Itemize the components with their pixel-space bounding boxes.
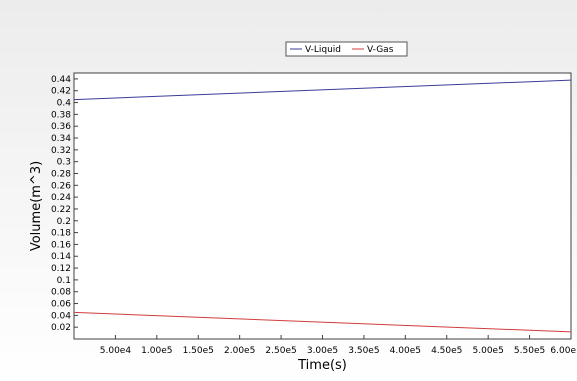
y-tick-label: 0.44 (51, 75, 71, 85)
x-tick-label: 4.50e5 (431, 346, 462, 356)
y-tick-label: 0.38 (51, 110, 71, 120)
x-tick-label: 1.00e5 (141, 346, 172, 356)
series-line-v-liquid (73, 79, 572, 101)
y-tick-label: 0.22 (51, 205, 71, 215)
x-tick-label: 6.00e (550, 346, 576, 356)
y-tick-label: 0.1 (57, 276, 71, 286)
y-tick-label: 0.02 (51, 323, 71, 333)
y-tick-label: 0.28 (51, 169, 71, 179)
x-tick-label: 1.50e5 (183, 346, 214, 356)
x-tick-label: 2.00e5 (224, 346, 255, 356)
x-axis-title: Time(s) (297, 358, 347, 373)
y-axis-title: Volume(m^3) (29, 161, 44, 251)
y-tick-label: 0.08 (51, 288, 71, 298)
x-axis: 5.00e4 1.00e5 1.50e5 2.00e5 2.50e5 3.00e5 3.50… (100, 335, 576, 356)
y-tick-label: 0.26 (51, 181, 71, 191)
x-tick-label: 2.50e5 (265, 346, 296, 356)
y-tick-label: 0.36 (51, 122, 71, 132)
series-layer (73, 79, 572, 333)
y-tick-label: 0.24 (51, 193, 71, 203)
y-tick-label: 0.18 (51, 229, 71, 239)
x-tick-label: 5.00e5 (473, 346, 504, 356)
y-tick-label: 0.3 (57, 158, 71, 168)
y-tick-label: 0.32 (51, 146, 71, 156)
y-tick-label: 0.4 (57, 99, 72, 109)
x-tick-label: 3.00e5 (307, 346, 338, 356)
legend-box (285, 41, 408, 57)
legend: V-Liquid V-Gas (285, 41, 408, 57)
legend-label-v-liquid: V-Liquid (305, 45, 341, 55)
series-line-v-gas (73, 311, 572, 333)
x-tick-label: 3.50e5 (348, 346, 379, 356)
y-tick-label: 0.2 (57, 217, 71, 227)
x-tick-label: 5.50e5 (514, 346, 545, 356)
y-axis: 0.02 0.040.06 0.08 0.1 0.12 0.14 0.160.18 0.2 0.… (51, 75, 78, 333)
plot-area (73, 72, 572, 340)
y-tick-label: 0.12 (51, 264, 71, 274)
y-tick-label: 0.42 (51, 87, 71, 97)
legend-label-v-gas: V-Gas (367, 45, 394, 55)
y-tick-label: 0.06 (51, 300, 71, 310)
y-tick-label: 0.14 (51, 252, 71, 262)
y-tick-label: 0.34 (51, 134, 71, 144)
x-tick-label: 4.00e5 (390, 346, 421, 356)
x-tick-label: 5.00e4 (100, 346, 132, 356)
y-tick-label: 0.04 (51, 311, 71, 321)
y-tick-label: 0.16 (51, 240, 71, 250)
